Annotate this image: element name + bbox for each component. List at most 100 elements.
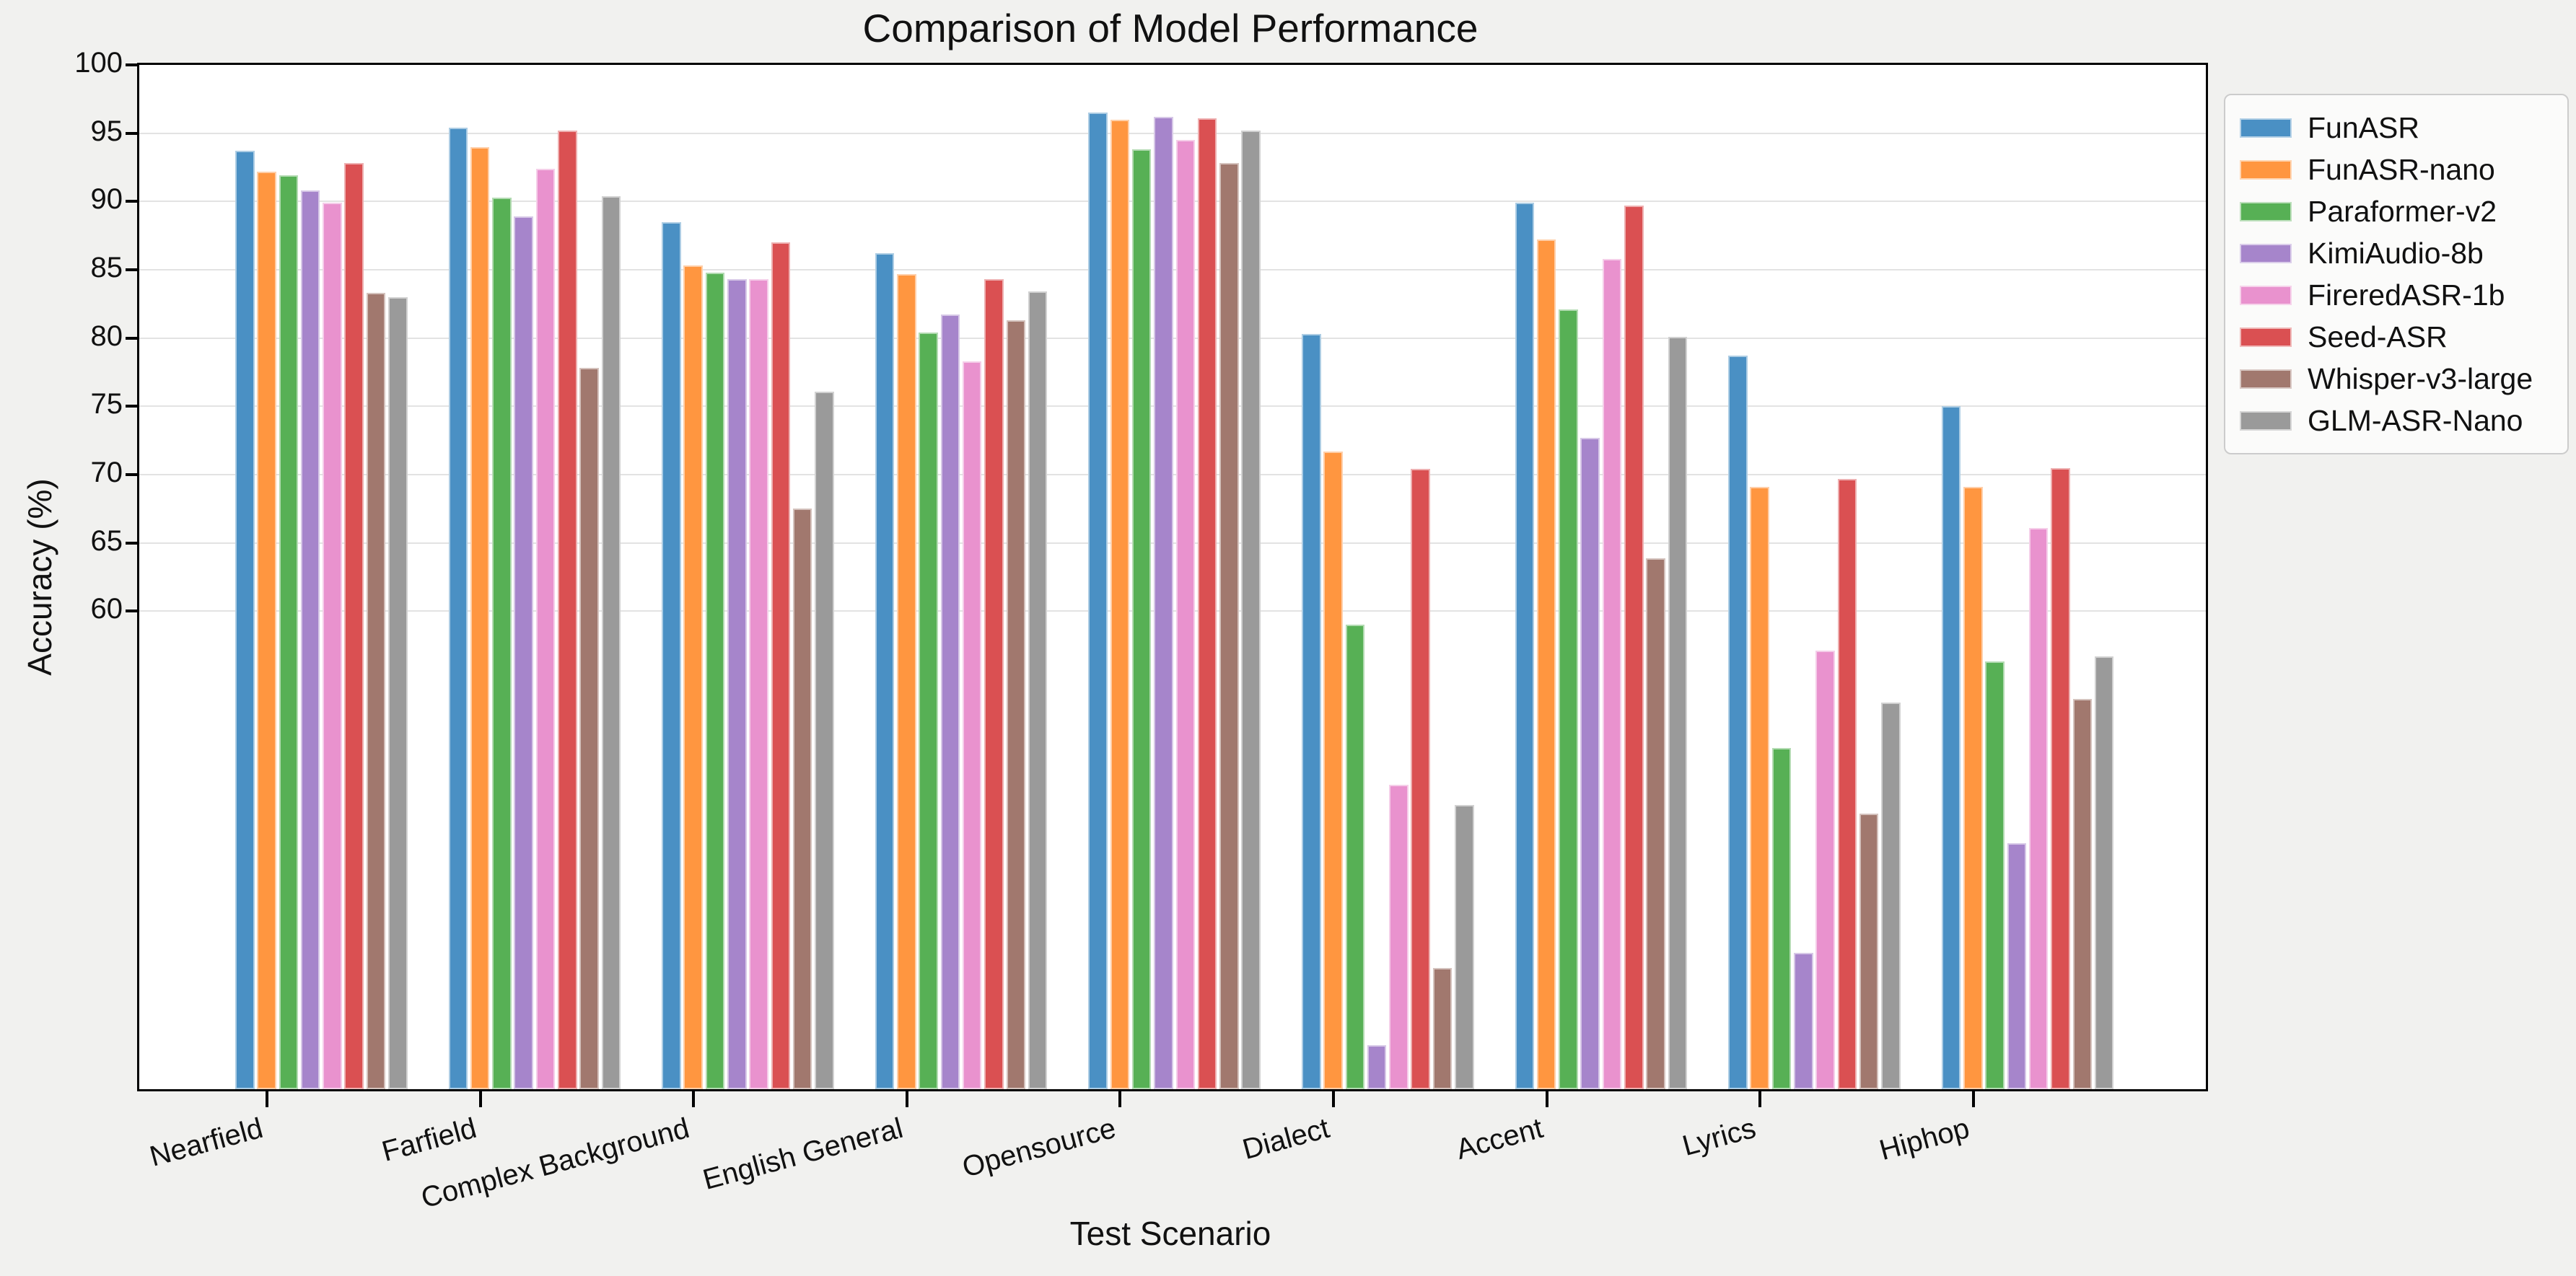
y-tick-mark-70	[126, 473, 137, 476]
legend-label-funasr-nano: FunASR-nano	[2308, 152, 2495, 186]
bar-whisper-v3-large-complex-background	[792, 509, 812, 1089]
bar-glm-asr-nano-complex-background	[815, 391, 834, 1089]
legend-swatch-funasr	[2240, 118, 2292, 138]
y-tick-mark-95	[126, 131, 137, 135]
legend-item-seed-asr: Seed-ASR	[2240, 316, 2553, 358]
bar-fireredasr-1b-opensource	[1175, 140, 1196, 1089]
legend-swatch-seed-asr	[2240, 327, 2292, 347]
bar-whisper-v3-large-nearfield	[366, 293, 386, 1089]
x-tick-mark-accent	[1545, 1091, 1548, 1107]
legend-label-fireredasr-1b: FireredASR-1b	[2308, 278, 2505, 312]
bar-group-dialect	[1302, 65, 1475, 1089]
y-tick-label-100: 100	[74, 47, 123, 79]
bar-funasr-dialect	[1302, 334, 1321, 1089]
bar-paraformer-v2-dialect	[1345, 625, 1365, 1089]
legend-swatch-paraformer-v2	[2240, 201, 2292, 221]
bar-kimiaudio-8b-hiphop	[2007, 843, 2027, 1089]
y-tick-label-75: 75	[90, 388, 123, 421]
bar-seed-asr-farfield	[558, 130, 577, 1089]
y-tick-mark-60	[126, 610, 137, 613]
legend-item-whisper-v3-large: Whisper-v3-large	[2240, 358, 2553, 400]
bar-funasr-complex-background	[662, 221, 681, 1089]
bar-fireredasr-1b-dialect	[1389, 784, 1409, 1089]
bar-funasr-hiphop	[1941, 406, 1961, 1089]
bar-glm-asr-nano-opensource	[1241, 130, 1261, 1089]
y-tick-label-80: 80	[90, 320, 123, 352]
bar-kimiaudio-8b-opensource	[1154, 116, 1173, 1089]
bar-seed-asr-accent	[1624, 206, 1644, 1089]
bar-funasr-nano-hiphop	[1963, 487, 1983, 1089]
bar-seed-asr-nearfield	[344, 163, 364, 1089]
legend-item-paraformer-v2: Paraformer-v2	[2240, 190, 2553, 232]
y-tick-mark-65	[126, 541, 137, 545]
y-tick-label-95: 95	[90, 115, 123, 147]
bar-whisper-v3-large-accent	[1646, 558, 1665, 1089]
bar-group-opensource	[1088, 65, 1261, 1089]
bar-glm-asr-nano-dialect	[1455, 805, 1474, 1089]
bar-fireredasr-1b-lyrics	[1815, 651, 1835, 1089]
bar-kimiaudio-8b-nearfield	[300, 190, 320, 1089]
plot-area	[126, 63, 2208, 1107]
bar-group-farfield	[448, 65, 622, 1089]
bar-whisper-v3-large-opensource	[1219, 163, 1239, 1089]
bar-funasr-nano-complex-background	[683, 265, 703, 1089]
legend-label-whisper-v3-large: Whisper-v3-large	[2308, 361, 2533, 395]
y-tick-mark-85	[126, 268, 137, 271]
bar-paraformer-v2-nearfield	[279, 175, 299, 1089]
x-tick-mark-english-general	[905, 1091, 908, 1107]
legend-item-funasr-nano: FunASR-nano	[2240, 149, 2553, 190]
chart-title: Comparison of Model Performance	[862, 6, 1478, 50]
bar-seed-asr-dialect	[1411, 469, 1430, 1089]
bar-glm-asr-nano-hiphop	[2094, 656, 2114, 1089]
y-axis-label: Accuracy (%)	[21, 478, 58, 676]
bar-paraformer-v2-complex-background	[705, 272, 725, 1089]
bar-funasr-nano-nearfield	[257, 171, 276, 1089]
bar-kimiaudio-8b-farfield	[514, 216, 533, 1089]
x-axis-label: Test Scenario	[1069, 1215, 1271, 1252]
bar-group-lyrics	[1728, 65, 1901, 1089]
bar-funasr-nano-opensource	[1110, 119, 1130, 1089]
bar-paraformer-v2-accent	[1559, 309, 1578, 1089]
bar-fireredasr-1b-nearfield	[323, 203, 342, 1089]
x-tick-mark-farfield	[478, 1091, 482, 1107]
bar-funasr-nano-english-general	[897, 273, 916, 1089]
bar-funasr-nano-lyrics	[1750, 487, 1769, 1089]
bar-fireredasr-1b-english-general	[962, 361, 982, 1089]
bar-funasr-nano-dialect	[1323, 451, 1343, 1089]
bar-funasr-nano-farfield	[470, 146, 490, 1089]
bar-fireredasr-1b-accent	[1602, 258, 1622, 1089]
bar-seed-asr-hiphop	[2051, 467, 2070, 1089]
bar-group-accent	[1515, 65, 1688, 1089]
legend-item-glm-asr-nano: GLM-ASR-Nano	[2240, 400, 2553, 441]
bar-funasr-english-general	[875, 253, 895, 1089]
bar-paraformer-v2-lyrics	[1771, 747, 1792, 1089]
bar-kimiaudio-8b-complex-background	[727, 279, 747, 1089]
bar-group-hiphop	[1941, 65, 2115, 1089]
legend-item-funasr: FunASR	[2240, 107, 2553, 149]
bar-kimiaudio-8b-english-general	[940, 314, 960, 1089]
x-tick-mark-nearfield	[266, 1091, 268, 1107]
bar-funasr-nearfield	[235, 151, 255, 1089]
y-tick-label-90: 90	[90, 183, 123, 216]
x-tick-mark-opensource	[1118, 1091, 1122, 1107]
legend-item-fireredasr-1b: FireredASR-1b	[2240, 274, 2553, 316]
y-tick-mark-80	[126, 336, 137, 340]
legend-label-glm-asr-nano: GLM-ASR-Nano	[2308, 403, 2523, 437]
bar-glm-asr-nano-farfield	[601, 195, 621, 1089]
bar-fireredasr-1b-complex-background	[749, 279, 768, 1089]
bar-whisper-v3-large-farfield	[579, 368, 599, 1089]
bar-glm-asr-nano-accent	[1668, 336, 1688, 1089]
bar-glm-asr-nano-english-general	[1028, 291, 1048, 1089]
bar-kimiaudio-8b-dialect	[1367, 1045, 1387, 1089]
legend-label-kimiaudio-8b: KimiAudio-8b	[2308, 236, 2484, 270]
bar-funasr-farfield	[448, 128, 468, 1089]
y-tick-label-65: 65	[90, 524, 123, 557]
legend-swatch-funasr-nano	[2240, 159, 2292, 180]
bar-fireredasr-1b-farfield	[535, 168, 556, 1089]
bar-group-english-general	[875, 65, 1048, 1089]
x-tick-mark-hiphop	[1971, 1091, 1975, 1107]
x-tick-mark-dialect	[1332, 1091, 1335, 1107]
y-tick-mark-90	[126, 200, 137, 203]
bar-whisper-v3-large-english-general	[1006, 320, 1026, 1089]
bar-seed-asr-lyrics	[1837, 478, 1857, 1089]
